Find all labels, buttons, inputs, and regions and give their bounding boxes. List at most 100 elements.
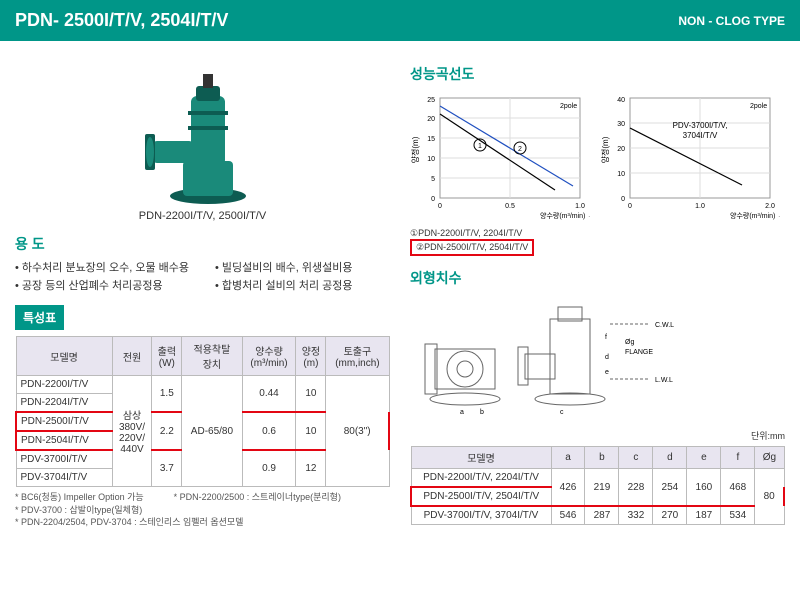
cell: 534 [721, 506, 755, 525]
svg-text:20: 20 [617, 146, 625, 153]
main-content: PDN-2200I/T/V, 2500I/T/V 용 도 • 하수처리 분뇨장의… [0, 41, 800, 534]
svg-text:0.5: 0.5 [505, 203, 515, 210]
svg-text:Øg: Øg [625, 339, 634, 346]
charts-row: 25 20 15 10 5 0 0 0.5 1.0 양정(m) 양수량(m³/m… [410, 90, 785, 220]
legend-item: ①PDN-2200I/T/V, 2204I/T/V [410, 228, 785, 239]
cell: PDN-2200I/T/V, 2204I/T/V [411, 469, 551, 488]
cell: 80 [755, 469, 784, 525]
svg-text:0: 0 [628, 203, 632, 210]
svg-text:PDV-3700I/T/V,: PDV-3700I/T/V, [673, 121, 728, 130]
chart-2: 40 30 20 10 0 0 1.0 2.0 양정(m) 양수량(m³/min… [600, 90, 780, 220]
cell: PDN-2500I/T/V, 2504I/T/V [411, 487, 551, 506]
svg-text:20: 20 [427, 116, 435, 123]
svg-text:f: f [605, 334, 607, 341]
cell: 228 [619, 469, 653, 507]
cell-head: 10 [296, 376, 326, 413]
svg-text:C.W.L: C.W.L [655, 322, 674, 329]
svg-text:3704I/T/V: 3704I/T/V [683, 131, 718, 140]
th: a [551, 447, 585, 469]
cell-model: PDN-2500I/T/V [16, 412, 112, 431]
svg-text:양수량(m³/min) →: 양수량(m³/min) → [540, 212, 590, 220]
cell: 160 [687, 469, 721, 507]
cell: 219 [585, 469, 619, 507]
product-image: PDN-2200I/T/V, 2500I/T/V [113, 66, 293, 226]
image-caption: PDN-2200I/T/V, 2500I/T/V [139, 210, 266, 222]
th: d [653, 447, 687, 469]
cell-output: 2.2 [152, 412, 182, 450]
perf-title: 성능곡선도 [410, 64, 785, 84]
svg-text:10: 10 [617, 171, 625, 178]
svg-text:양정(m): 양정(m) [600, 136, 610, 163]
svg-text:FLANGE: FLANGE [625, 349, 653, 356]
use-item: • 공장 등의 산업폐수 처리공정용 [15, 278, 215, 296]
cell-model: PDN-2200I/T/V [16, 376, 112, 394]
svg-text:1.0: 1.0 [695, 203, 705, 210]
svg-text:2pole: 2pole [750, 103, 767, 110]
svg-text:양정(m): 양정(m) [410, 136, 420, 163]
dimension-table: 모델명 a b c d e f Øg PDN-2200I/T/V, 2204I/… [410, 446, 785, 525]
table-row: PDN-2200I/T/V 삼상 380V/ 220V/ 440V 1.5 AD… [16, 376, 389, 394]
cell: 287 [585, 506, 619, 525]
unit-note: 단위:mm [410, 429, 785, 442]
svg-text:40: 40 [617, 97, 625, 104]
pump-illustration [133, 66, 273, 206]
cell-model: PDV-3700I/T/V [16, 450, 112, 469]
cell: 426 [551, 469, 585, 507]
table-row: PDN-2200I/T/V, 2204I/T/V 426 219 228 254… [411, 469, 784, 488]
th: c [619, 447, 653, 469]
cell-output: 3.7 [152, 450, 182, 487]
svg-text:e: e [605, 369, 609, 376]
spec-table: 모델명 전원 출력 (W) 적용착탈 장치 양수량 (m³/min) 양정 (m… [15, 336, 390, 487]
use-item: • 하수처리 분뇨장의 오수, 오물 배수용 [15, 260, 215, 278]
table-header-row: 모델명 a b c d e f Øg [411, 447, 784, 469]
svg-text:b: b [480, 409, 484, 416]
cell-flow: 0.9 [242, 450, 296, 487]
svg-text:1: 1 [478, 143, 482, 150]
chart-1: 25 20 15 10 5 0 0 0.5 1.0 양정(m) 양수량(m³/m… [410, 90, 590, 220]
cell-power: 삼상 380V/ 220V/ 440V [112, 376, 152, 487]
page-title: PDN- 2500I/T/V, 2504I/T/V [15, 10, 228, 31]
footnote: * PDN-2200/2500 : 스트레이너type(분리형) [174, 491, 341, 504]
dim-title: 외형치수 [410, 268, 785, 288]
svg-text:0: 0 [431, 196, 435, 203]
left-column: PDN-2200I/T/V, 2500I/T/V 용 도 • 하수처리 분뇨장의… [15, 56, 390, 529]
use-item: • 합병처리 설비의 처리 공정용 [215, 278, 353, 296]
cell-model: PDV-3704I/T/V [16, 469, 112, 487]
th-power: 전원 [112, 337, 152, 376]
th: 모델명 [411, 447, 551, 469]
cell: 187 [687, 506, 721, 525]
cell: 254 [653, 469, 687, 507]
cell-device: AD-65/80 [182, 376, 242, 487]
svg-text:L.W.L: L.W.L [655, 377, 673, 384]
footnote: * PDV-3700 : 삽발이type(일체형) [15, 504, 390, 517]
svg-text:5: 5 [431, 176, 435, 183]
cell-flow: 0.44 [242, 376, 296, 413]
cell-head: 12 [296, 450, 326, 487]
footnote: * PDN-2204/2504, PDV-3704 : 스테인리스 임펠러 옵션… [15, 516, 390, 529]
header-bar: PDN- 2500I/T/V, 2504I/T/V NON - CLOG TYP… [0, 0, 800, 41]
svg-text:25: 25 [427, 97, 435, 104]
cell-model: PDN-2504I/T/V [16, 431, 112, 450]
cell-outlet: 80(3") [326, 376, 389, 487]
svg-text:2: 2 [518, 146, 522, 153]
th-output: 출력 (W) [152, 337, 182, 376]
use-item: • 빌딩설비의 배수, 위생설비용 [215, 260, 353, 278]
legend-item-highlighted: ②PDN-2500I/T/V, 2504I/T/V [410, 239, 534, 256]
th-device: 적용착탈 장치 [182, 337, 242, 376]
table-row: PDV-3700I/T/V, 3704I/T/V 546 287 332 270… [411, 506, 784, 525]
table-header-row: 모델명 전원 출력 (W) 적용착탈 장치 양수량 (m³/min) 양정 (m… [16, 337, 389, 376]
dimension-drawing: C.W.L L.W.L Øg FLANGE a b c d e f [410, 299, 690, 419]
svg-text:c: c [560, 409, 564, 416]
cell-model: PDN-2204I/T/V [16, 394, 112, 413]
right-column: 성능곡선도 25 20 15 10 5 0 0 0.5 1.0 양정(m) 양수… [410, 56, 785, 529]
chart-legend: ①PDN-2200I/T/V, 2204I/T/V ②PDN-2500I/T/V… [410, 228, 785, 256]
uses-title: 용 도 [15, 234, 390, 254]
svg-text:1.0: 1.0 [575, 203, 585, 210]
svg-text:d: d [605, 354, 609, 361]
footnotes: * BC6(청동) Impeller Option 가능 * PDN-2200/… [15, 491, 390, 529]
svg-text:30: 30 [617, 121, 625, 128]
th: b [585, 447, 619, 469]
svg-text:2.0: 2.0 [765, 203, 775, 210]
product-type: NON - CLOG TYPE [678, 14, 785, 28]
svg-text:0: 0 [621, 196, 625, 203]
